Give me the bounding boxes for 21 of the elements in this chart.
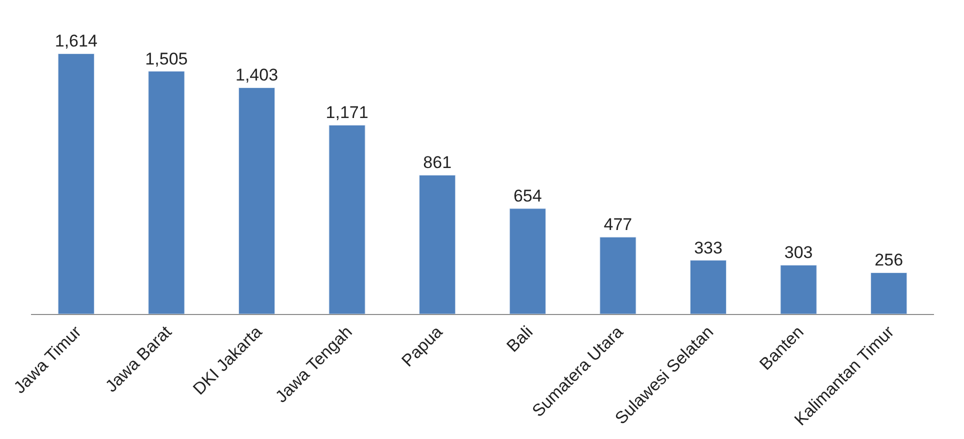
bar bbox=[58, 53, 94, 314]
data-label: 333 bbox=[694, 238, 722, 258]
x-tick-label: Bali bbox=[503, 322, 536, 356]
data-label: 1,403 bbox=[235, 66, 278, 85]
data-label: 1,614 bbox=[54, 32, 98, 51]
data-label: 256 bbox=[874, 250, 904, 270]
data-label: 1,171 bbox=[326, 103, 368, 122]
bar bbox=[780, 264, 817, 314]
bar bbox=[690, 260, 727, 314]
bar bbox=[509, 208, 546, 314]
bar bbox=[600, 236, 636, 314]
data-label: 477 bbox=[604, 215, 632, 234]
bar bbox=[148, 71, 185, 314]
bar bbox=[328, 124, 366, 314]
data-label: 303 bbox=[784, 243, 813, 262]
data-label: 861 bbox=[423, 153, 452, 172]
bar bbox=[870, 272, 908, 314]
data-label: 654 bbox=[513, 186, 542, 206]
bar bbox=[419, 174, 456, 314]
data-label: 1,505 bbox=[145, 49, 188, 68]
bar bbox=[238, 87, 276, 314]
